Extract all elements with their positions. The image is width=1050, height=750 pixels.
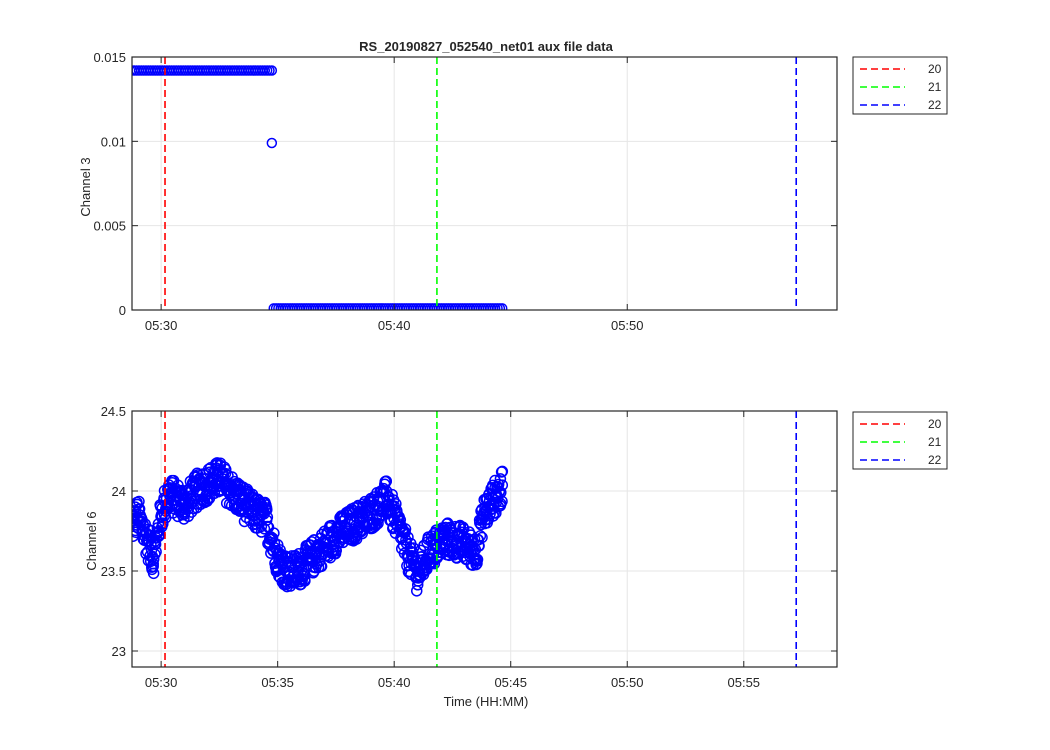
data-point (496, 465, 509, 478)
x-tick-label: 05:30 (145, 318, 178, 333)
data-point (496, 479, 509, 491)
x-tick-label: 05:45 (494, 675, 527, 690)
legend-label-21: 21 (928, 80, 942, 94)
data-point (219, 463, 232, 476)
legend-label-20: 20 (928, 62, 942, 76)
data-point (147, 567, 160, 580)
legend-label-22: 22 (928, 98, 942, 112)
legend: 20 21 22 (852, 56, 948, 115)
axes-channel-6: Time (HH:MM) Channel 6 05:30 05:35 05:40 05… (84, 404, 948, 709)
legend-label-22: 22 (928, 453, 942, 467)
x-tick-label: 05:50 (611, 318, 644, 333)
legend-label-21: 21 (928, 435, 942, 449)
y-tick-label: 23.5 (101, 564, 126, 579)
data-point (133, 503, 146, 515)
data-point (315, 560, 328, 573)
data-point (471, 557, 483, 570)
y-tick-label: 0.015 (93, 50, 126, 65)
axes-channel-3: RS_20190827_052540_net01 aux file data C… (78, 39, 948, 333)
data-points (132, 457, 509, 597)
y-tick-label: 0 (119, 303, 126, 318)
legend-label-20: 20 (928, 417, 942, 431)
data-point (476, 531, 488, 544)
data-point (402, 531, 414, 543)
axes-box (131, 56, 838, 311)
x-axis-label: Time (HH:MM) (444, 694, 529, 709)
data-point (370, 519, 382, 532)
data-point (147, 560, 159, 573)
data-point (261, 504, 273, 516)
data-point (299, 575, 311, 587)
y-axis-label-channel-6: Channel 6 (84, 511, 99, 570)
x-tick-label: 05:55 (728, 675, 761, 690)
x-tick-label: 05:35 (261, 675, 294, 690)
data-point (495, 486, 507, 499)
data-point (133, 495, 145, 508)
y-tick-label: 24 (112, 484, 126, 499)
x-tick-label: 05:50 (611, 675, 644, 690)
x-tick-label: 05:40 (378, 675, 411, 690)
axes-box (131, 410, 838, 668)
data-point (399, 523, 412, 535)
x-tick-label: 05:30 (145, 675, 178, 690)
data-point (494, 473, 507, 485)
data-point (474, 530, 487, 542)
data-point (325, 519, 338, 532)
data-point (496, 303, 508, 310)
data-point (394, 514, 407, 526)
y-tick-label: 23 (112, 644, 126, 659)
data-point (496, 495, 508, 508)
y-tick-label: 0.01 (101, 134, 126, 149)
data-point (219, 467, 232, 480)
y-tick-label: 24.5 (101, 404, 126, 419)
data-point (471, 553, 484, 566)
y-axis-label-channel-3: Channel 3 (78, 157, 93, 216)
chart-title: RS_20190827_052540_net01 aux file data (359, 39, 613, 54)
legend: 20 21 22 (852, 411, 948, 470)
data-points (132, 65, 508, 310)
data-point (266, 65, 278, 76)
data-point (150, 545, 162, 558)
x-tick-label: 05:40 (378, 318, 411, 333)
y-tick-label: 0.005 (93, 219, 126, 234)
data-point (390, 498, 402, 510)
data-point (266, 137, 278, 149)
data-point (144, 524, 156, 537)
data-point (147, 553, 160, 565)
